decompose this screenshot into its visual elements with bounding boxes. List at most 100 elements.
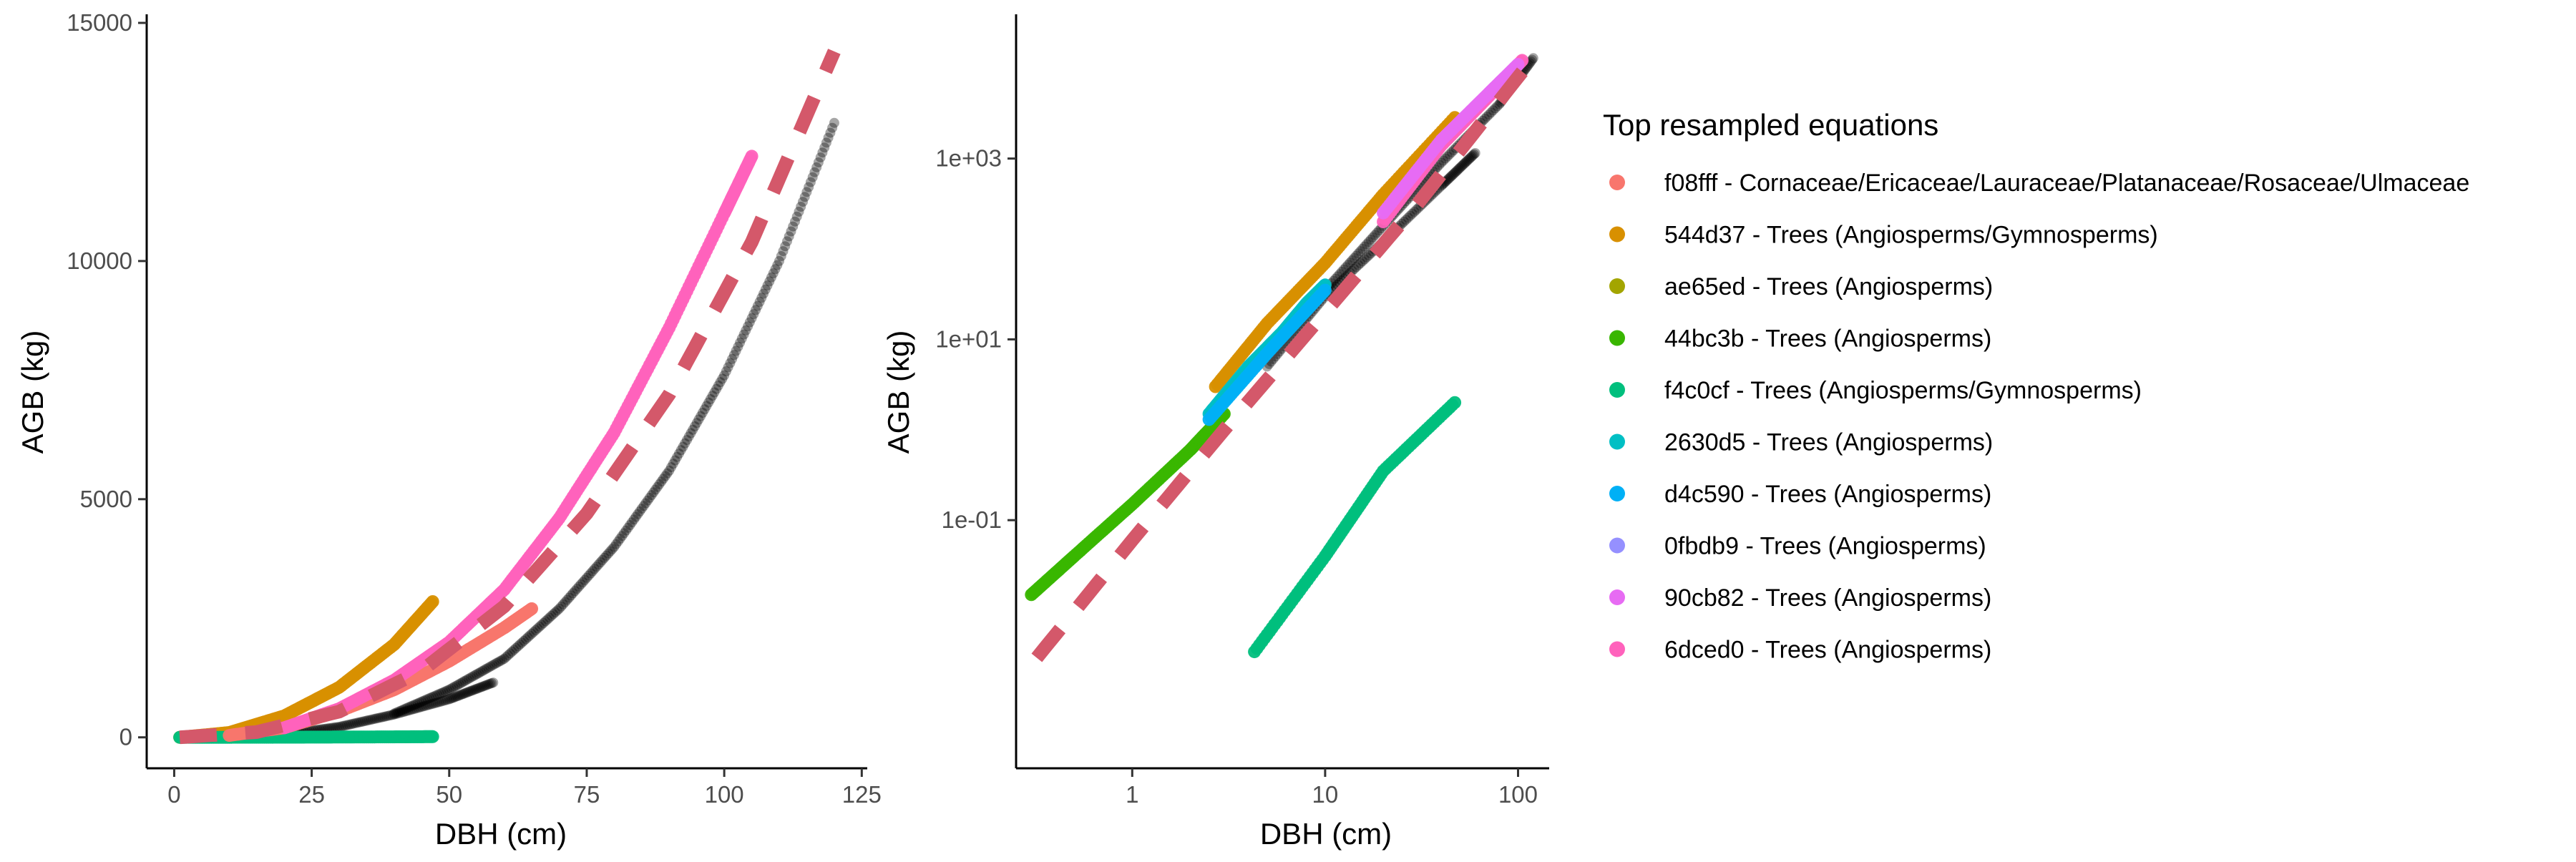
left-series-1-point: [615, 534, 625, 544]
right-series-1-point: [1345, 258, 1355, 268]
right-series-0-point: [1407, 208, 1418, 219]
left-series-0-point: [464, 686, 475, 697]
left-series-1-point: [611, 539, 622, 549]
left-series-0-point: [463, 687, 474, 697]
left-series-1-point: [544, 612, 555, 623]
left-series-1-point: [597, 554, 608, 565]
left-series-1-point: [585, 568, 596, 579]
left-series-0-point: [369, 713, 380, 724]
right-series-0-point: [1455, 162, 1466, 172]
left-series-1-point: [805, 177, 816, 187]
left-series-1-point: [675, 445, 686, 456]
left-series-1-point: [475, 667, 486, 677]
left-series-1-point: [823, 132, 834, 143]
left-series-1-point: [450, 681, 460, 692]
legend-item-label: 6dced0 - Trees (Angiosperms): [1664, 637, 1991, 664]
right-series-1-point: [1440, 153, 1450, 164]
left-series-0-point: [455, 690, 466, 700]
right-series-1-point: [1337, 267, 1347, 277]
left-series-1-point: [650, 484, 660, 495]
left-series-1-point: [686, 428, 696, 439]
left-x-tick-label: 0: [167, 781, 180, 808]
left-series-1-point: [764, 276, 775, 287]
left-series-0-point: [332, 722, 343, 733]
left-series-1-point: [699, 404, 710, 415]
left-series-1-point: [701, 401, 712, 411]
right-series-5-point: [1318, 283, 1332, 297]
left-series-1-point: [575, 579, 586, 589]
right-series-0-point: [1458, 160, 1468, 170]
left-series-1-point: [727, 353, 738, 364]
left-series-1-point: [528, 627, 539, 637]
left-series-1-point: [595, 557, 606, 567]
left-series-0-point: [447, 692, 458, 703]
left-series-1-point: [628, 514, 639, 525]
left-series-1-point: [758, 288, 769, 299]
right-series-1-point: [1483, 109, 1494, 120]
left-series-1-point: [580, 574, 590, 585]
left-series-1-point: [756, 293, 767, 303]
left-series-0-point: [459, 688, 470, 699]
legend-key-icon: [1609, 382, 1625, 398]
left-x-tick-label: 100: [705, 781, 744, 808]
left-fit-line: [179, 49, 841, 745]
left-y-tick-label: 15000: [67, 9, 132, 36]
left-series-0-point: [430, 697, 441, 708]
legend-item-label: 0fbdb9 - Trees (Angiosperms): [1664, 533, 1986, 560]
left-y-tick-label: 10000: [67, 248, 132, 274]
left-series-1-point: [794, 206, 804, 217]
right-series-1-point: [1361, 239, 1372, 250]
left-series-1-point: [422, 694, 433, 705]
left-series-1-point: [558, 599, 568, 609]
left-series-1-point: [656, 476, 667, 487]
left-series-1-point: [620, 525, 631, 536]
right-series-1-point: [1360, 241, 1370, 252]
left-series-0-point: [440, 695, 451, 705]
left-series-1-point: [404, 701, 415, 712]
left-series-1-point: [428, 691, 439, 702]
left-series-1-point: [715, 377, 726, 388]
left-series-0-point: [334, 722, 344, 733]
right-series-0-point: [1357, 256, 1368, 267]
left-series-0-point: [358, 716, 368, 727]
right-series-0-point: [1409, 207, 1420, 217]
left-series-0-point: [366, 715, 376, 725]
left-series-0-point: [338, 720, 348, 731]
left-series-1-point: [735, 338, 746, 348]
right-series-0-point: [1445, 171, 1456, 182]
left-series-0-point: [442, 695, 452, 705]
left-series-1-point: [660, 471, 670, 481]
right-series-1-point: [1353, 248, 1364, 259]
left-series-0-point: [328, 723, 338, 733]
legend-items: f08fff - Cornaceae/Ericaceae/Lauraceae/P…: [1609, 170, 2469, 664]
left-series-0-point: [412, 702, 423, 713]
left-series-1-point: [434, 689, 445, 700]
left-series-1-point: [664, 465, 675, 476]
left-series-1-point: [548, 609, 559, 619]
left-series-1-point: [535, 621, 545, 632]
left-series-1-point: [725, 358, 736, 368]
left-series-1-point: [446, 683, 457, 694]
left-series-1-point: [638, 501, 649, 511]
left-series-1-point: [582, 572, 592, 583]
left-series-1-point: [554, 603, 565, 614]
left-series-1-point: [680, 438, 691, 449]
legend-key-icon: [1609, 434, 1625, 450]
right-series-1-point: [1436, 157, 1447, 168]
left-series-0-point: [389, 709, 399, 720]
left-series-1-point: [768, 268, 779, 278]
left-series-1-point: [799, 192, 810, 202]
left-series-1-point: [654, 479, 665, 489]
right-series-1-point: [1335, 269, 1345, 280]
left-series-0-point: [419, 701, 429, 712]
left-series-1-point: [603, 548, 614, 559]
right-x-tick-label: 10: [1312, 781, 1339, 808]
right-series-8-point: [1511, 58, 1525, 71]
left-series-1-point: [744, 317, 755, 328]
left-series-1-point: [389, 708, 399, 719]
left-series-1-point: [540, 616, 551, 627]
right-fit-line: [1031, 62, 1532, 662]
left-series-1-point: [666, 462, 676, 473]
legend-item: 44bc3b - Trees (Angiosperms): [1609, 325, 1991, 353]
